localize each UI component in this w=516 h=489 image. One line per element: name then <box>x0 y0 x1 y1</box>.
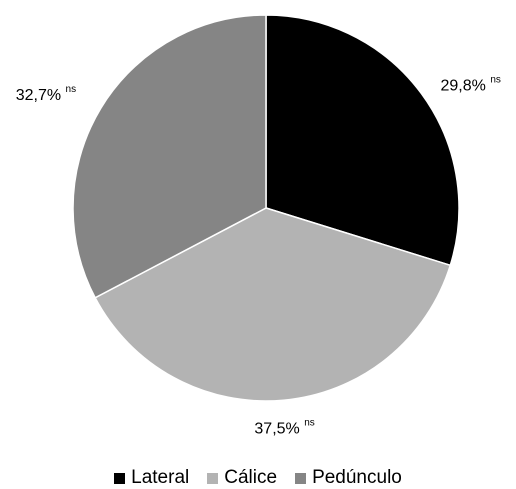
data-label-lateral: 29,8% ns <box>441 74 501 95</box>
legend-label-calice: Cálice <box>224 467 278 488</box>
legend-label-peduncle: Pedúnculo <box>312 467 402 488</box>
legend-swatch-lateral <box>114 472 126 484</box>
legend-label-lateral: Lateral <box>131 467 190 488</box>
pie-slice-calice <box>94 207 452 402</box>
data-label-pedunculo: 32,7% ns <box>16 84 76 105</box>
legend-item-lateral: Lateral <box>114 467 189 489</box>
legend-swatch-peduncle <box>295 472 307 484</box>
legend-item-peduncle: Pedúnculo <box>295 467 402 489</box>
pie-slice-lateral <box>265 14 460 267</box>
pie-slice-pedunculo <box>72 14 267 299</box>
chart-legend: Lateral Cálice Pedúnculo <box>0 467 516 489</box>
legend-swatch-calice <box>207 472 219 484</box>
significance-annotation: ns <box>304 417 315 428</box>
significance-annotation: ns <box>66 84 77 95</box>
significance-annotation: ns <box>490 74 501 85</box>
data-label-calice: 37,5% ns <box>254 417 314 438</box>
legend-item-calice: Cálice <box>207 467 277 489</box>
